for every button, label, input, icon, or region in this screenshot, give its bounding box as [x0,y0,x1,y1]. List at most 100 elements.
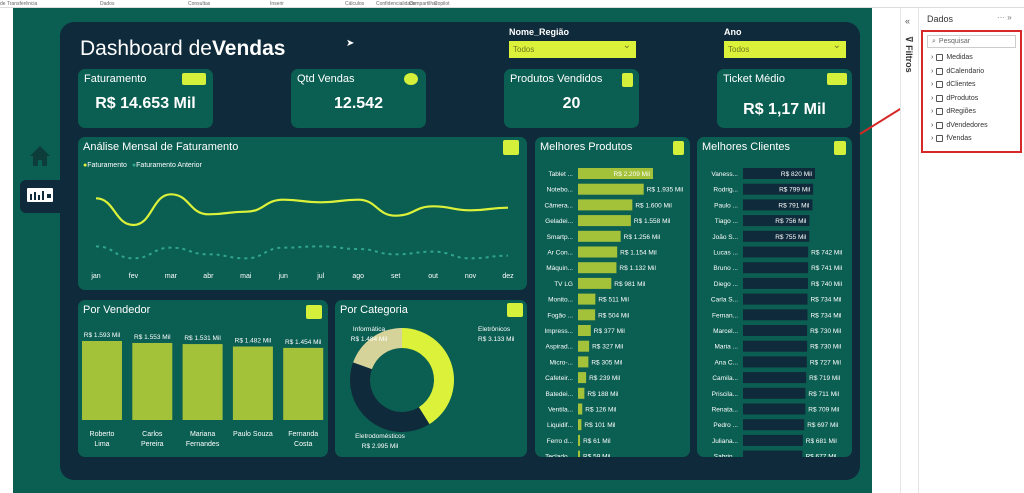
mouse-cursor-icon: ➤ [346,38,355,49]
table-item[interactable]: › Medidas [931,54,973,62]
bar-category-label: Maria ... [715,344,739,351]
table-item[interactable]: › dVendedores [931,121,988,129]
legend-item[interactable]: ●Faturamento Anterior [131,162,202,169]
filters-pane-collapsed[interactable]: « ⊽ Filtros [900,8,918,493]
bar [578,403,583,415]
bar-category-label: Renata... [712,407,739,414]
bar [743,325,808,336]
kpi-label: Qtd Vendas [297,73,355,85]
ribbon-item[interactable]: Dados [100,1,115,7]
data-label: R$ 820 Mil [781,171,813,178]
ribbon-item[interactable]: Compartilhar [409,1,438,7]
clients-bar-chart: Vaness... R$ 820 Mil Rodrig... R$ 799 Mil Pa… [711,168,843,457]
nav-home[interactable] [20,138,60,174]
ribbon-item[interactable]: Consultas [188,1,211,7]
calendar-icon [503,140,519,155]
table-item[interactable]: › dCalendario [931,67,985,75]
data-label: R$ 730 Mil [810,328,842,335]
legend-item[interactable]: ●Faturamento [83,162,127,169]
data-label: R$ 101 Mil [584,422,616,429]
bar [743,168,815,179]
bar [82,341,122,420]
table-item[interactable]: › dClientes [931,81,976,89]
nav-dashboard[interactable] [20,180,62,213]
bar-category-label: João S... [712,234,738,241]
ribbon-item[interactable]: Confidencialidade [376,1,416,7]
bar [578,387,585,399]
bar [283,347,324,420]
x-category-label: Mariana Fernandes [186,431,220,448]
filters-label[interactable]: ⊽ Filtros [904,36,914,73]
search-icon: ⌕ [932,38,936,45]
search-input[interactable]: ⌕ Pesquisar [927,35,1016,48]
pane-title: Dados [927,14,954,24]
table-item[interactable]: › dProdutos [931,94,979,102]
donut-slice [350,362,430,432]
bar [743,419,805,431]
bar-category-label: Rodrig... [713,187,738,194]
slicer-dropdown[interactable]: Todos [509,40,636,58]
bar [578,168,653,179]
bar [578,246,618,258]
bar [743,387,806,399]
x-tick-label: abr [203,273,214,280]
bar-category-label: Ar Con... [547,250,573,257]
bar-category-label: Teclado... [545,454,573,457]
series-line-faturamento-anterior [95,245,509,260]
data-label: R$ 1.256 Mil [624,234,661,241]
data-label: R$ 3.133 Mil [478,336,515,343]
chart-title: Melhores Clientes [702,141,791,153]
filter-icon: ⊽ [904,36,914,46]
data-label: R$ 709 Mil [808,407,840,414]
bar-category-label: Ventila... [548,407,573,414]
kpi-produtos-vendidos: Produtos Vendidos 20 [504,69,639,128]
data-label: R$ 740 Mil [811,281,843,288]
kpi-value: R$ 14.653 Mil [95,95,196,112]
bar-category-label: Priscila... [712,391,739,398]
data-label: R$ 377 Mil [594,328,626,335]
x-tick-label: jun [278,273,288,280]
slicer-label: Nome_Região [509,27,570,37]
ribbon-item[interactable]: de Transferência [0,1,38,7]
bar-category-label: Diego ... [714,281,738,288]
bar-category-label: Ana C... [715,359,739,366]
bar-category-label: Máquin... [546,265,573,272]
data-label: R$ 239 Mil [589,375,621,382]
chevron-right-icon: › [931,67,934,75]
data-label: R$ 1.935 Mil [647,187,684,194]
bar-category-label: Tiago ... [715,218,738,225]
more-options-icon[interactable]: ··· » [997,13,1012,22]
x-tick-label: fev [129,273,139,280]
bar [578,340,590,352]
bar-category-label: Ferro d... [547,438,574,445]
ribbon-item[interactable]: Copilot [434,1,450,7]
donut-slice [353,328,402,370]
table-item[interactable]: › dRegiões [931,108,976,116]
table-item[interactable]: › fVendas [931,135,972,143]
kpi-label: Ticket Médio [723,73,785,85]
money-icon [182,73,206,85]
boxes-icon [404,73,418,85]
ribbon-item[interactable]: Cálculos [345,1,365,7]
bar [743,309,808,321]
ribbon-item[interactable]: Inserir [270,1,284,7]
x-tick-label: mai [240,273,252,280]
bar-category-label: Câmera... [544,202,573,209]
bar [743,230,810,242]
x-tick-label: jul [316,273,324,280]
slicer-dropdown[interactable]: Todos [724,40,846,58]
data-label: R$ 188 Mil [587,391,619,398]
bar [578,372,587,384]
data-label: R$ 1.553 Mil [134,334,171,341]
chevron-right-icon: › [931,81,934,89]
data-pane: Dados ··· » ⌕ Pesquisar › Medidas › dCalenda… [918,8,1024,493]
chart-title: Análise Mensal de Faturamento [83,141,239,153]
data-label: R$ 1.600 Mil [635,202,672,209]
category-chart-card: Por Categoria Eletrônicos R$ 3.133 Mil Ele… [335,300,527,457]
data-label: R$ 59 Mil [583,454,611,457]
slicer-regiao[interactable]: Nome_Região Todos [509,27,636,58]
collapse-icon[interactable]: « [905,16,911,26]
bar [578,434,581,446]
slicer-ano[interactable]: Ano Todos [724,27,846,58]
x-category-label: Roberto Lima [90,431,115,448]
